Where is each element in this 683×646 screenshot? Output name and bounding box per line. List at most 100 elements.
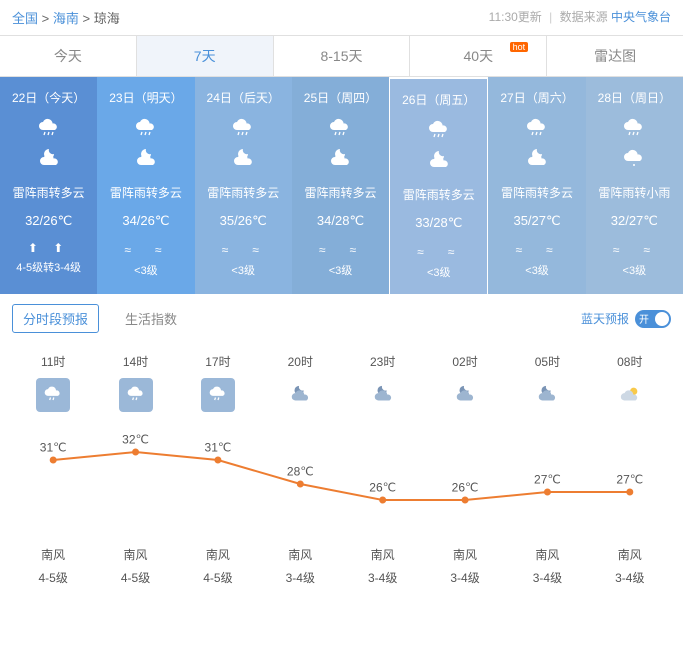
day-temp: 32/26℃ <box>0 213 97 229</box>
weather-icon-night <box>390 149 487 176</box>
day-icons <box>292 116 389 174</box>
tab-2[interactable]: 8-15天 <box>274 36 411 76</box>
hour-time: 14时 <box>94 353 176 370</box>
day-temp: 34/28℃ <box>292 213 389 229</box>
breadcrumb-province[interactable]: 海南 <box>53 11 79 26</box>
header: 全国 > 海南 > 琼海 11:30更新 | 数据来源 中央气象台 <box>0 0 683 35</box>
hour-wind-level: 4-5级 <box>177 569 259 586</box>
temp-label: 28℃ <box>287 464 314 478</box>
tab-4[interactable]: 雷达图 <box>547 36 683 76</box>
wind-icons: ≈ ≈ <box>97 241 194 258</box>
day-card-6[interactable]: 28日（周日） 雷阵雨转小雨 32/27℃ ≈ ≈ <3级 <box>586 77 683 294</box>
main-tabs: 今天7天8-15天40天hot雷达图 <box>0 35 683 77</box>
day-wind: <3级 <box>195 262 292 278</box>
weather-icon-day <box>586 116 683 143</box>
day-icons <box>586 116 683 174</box>
day-wind: <3级 <box>586 262 683 278</box>
day-icons <box>195 116 292 174</box>
day-desc: 雷阵雨转多云 <box>195 184 292 201</box>
day-wind: <3级 <box>488 262 585 278</box>
hour-icon <box>94 378 176 412</box>
source-label: 数据来源 <box>560 10 608 24</box>
source-link[interactable]: 中央气象台 <box>611 10 671 24</box>
day-date: 27日（周六） <box>488 89 585 106</box>
hour-time: 17时 <box>177 353 259 370</box>
tab-0[interactable]: 今天 <box>0 36 137 76</box>
hour-icon <box>424 378 506 412</box>
hour-wind-dir: 南风 <box>506 546 588 563</box>
weather-icon-night <box>195 147 292 174</box>
weather-icon-night <box>586 147 683 174</box>
weather-icon-night <box>0 147 97 174</box>
day-date: 25日（周四） <box>292 89 389 106</box>
day-desc: 雷阵雨转多云 <box>97 184 194 201</box>
hour-wind-dir: 南风 <box>177 546 259 563</box>
hourly-forecast: 11时14时17时20时23时02时05时08时 31℃32℃31℃28℃26℃… <box>0 343 683 598</box>
hour-time: 23时 <box>342 353 424 370</box>
day-desc: 雷阵雨转多云 <box>488 184 585 201</box>
weather-icon-day <box>390 118 487 145</box>
bluesky-switch[interactable]: 开 <box>635 310 671 328</box>
hour-wind-level: 3-4级 <box>589 569 671 586</box>
day-temp: 35/26℃ <box>195 213 292 229</box>
temp-label: 27℃ <box>534 472 561 486</box>
temp-label: 26℃ <box>452 480 479 494</box>
hour-icon <box>506 378 588 412</box>
day-wind: <3级 <box>390 264 487 280</box>
day-card-2[interactable]: 24日（后天） 雷阵雨转多云 35/26℃ ≈ ≈ <3级 <box>195 77 292 294</box>
day-icons <box>488 116 585 174</box>
day-date: 24日（后天） <box>195 89 292 106</box>
hour-wind-dir: 南风 <box>259 546 341 563</box>
day-desc: 雷阵雨转多云 <box>0 184 97 201</box>
hour-wind-level: 4-5级 <box>94 569 176 586</box>
sub-tabs: 分时段预报 生活指数 蓝天预报 开 <box>0 294 683 343</box>
weather-icon-night <box>292 147 389 174</box>
day-card-5[interactable]: 27日（周六） 雷阵雨转多云 35/27℃ ≈ ≈ <3级 <box>488 77 585 294</box>
day-card-4[interactable]: 26日（周五） 雷阵雨转多云 33/28℃ ≈ ≈ <3级 <box>389 77 488 294</box>
day-card-1[interactable]: 23日（明天） 雷阵雨转多云 34/26℃ ≈ ≈ <3级 <box>97 77 194 294</box>
weather-icon-day <box>292 116 389 143</box>
hour-wind-level: 4-5级 <box>12 569 94 586</box>
hour-time: 05时 <box>506 353 588 370</box>
temp-label: 26℃ <box>369 480 396 494</box>
hour-icon <box>12 378 94 412</box>
hour-wind-dir: 南风 <box>94 546 176 563</box>
hour-icon <box>177 378 259 412</box>
tab-3[interactable]: 40天hot <box>410 36 547 76</box>
day-card-3[interactable]: 25日（周四） 雷阵雨转多云 34/28℃ ≈ ≈ <3级 <box>292 77 389 294</box>
weather-icon-night <box>97 147 194 174</box>
hour-wind-dir: 南风 <box>342 546 424 563</box>
weather-icon-night <box>488 147 585 174</box>
tab-1[interactable]: 7天 <box>137 36 274 76</box>
hour-wind-dir: 南风 <box>12 546 94 563</box>
temp-chart: 31℃32℃31℃28℃26℃26℃27℃27℃ <box>12 426 671 526</box>
day-temp: 32/27℃ <box>586 213 683 229</box>
subtab-life[interactable]: 生活指数 <box>115 305 187 332</box>
update-time: 11:30更新 <box>489 10 542 24</box>
day-temp: 34/26℃ <box>97 213 194 229</box>
day-card-0[interactable]: 22日（今天） 雷阵雨转多云 32/26℃ ⬆ ⬆ 4-5级转3-4级 <box>0 77 97 294</box>
day-cards: 22日（今天） 雷阵雨转多云 32/26℃ ⬆ ⬆ 4-5级转3-4级23日（明… <box>0 77 683 294</box>
hour-icon <box>342 378 424 412</box>
day-desc: 雷阵雨转多云 <box>292 184 389 201</box>
weather-icon-day <box>488 116 585 143</box>
hour-time: 20时 <box>259 353 341 370</box>
breadcrumb: 全国 > 海南 > 琼海 <box>12 8 120 27</box>
day-desc: 雷阵雨转小雨 <box>586 184 683 201</box>
subtab-hourly[interactable]: 分时段预报 <box>12 304 99 333</box>
hour-time: 11时 <box>12 353 94 370</box>
day-date: 26日（周五） <box>390 91 487 108</box>
day-temp: 33/28℃ <box>390 215 487 231</box>
day-date: 23日（明天） <box>97 89 194 106</box>
day-icons <box>390 118 487 176</box>
temp-label: 27℃ <box>616 472 643 486</box>
day-date: 22日（今天） <box>0 89 97 106</box>
breadcrumb-nation[interactable]: 全国 <box>12 11 38 26</box>
weather-icon-day <box>0 116 97 143</box>
wind-icons: ≈ ≈ <box>390 243 487 260</box>
hour-wind-dir: 南风 <box>589 546 671 563</box>
day-date: 28日（周日） <box>586 89 683 106</box>
hour-icon <box>589 378 671 412</box>
hour-icon <box>259 378 341 412</box>
hour-wind-level: 3-4级 <box>424 569 506 586</box>
